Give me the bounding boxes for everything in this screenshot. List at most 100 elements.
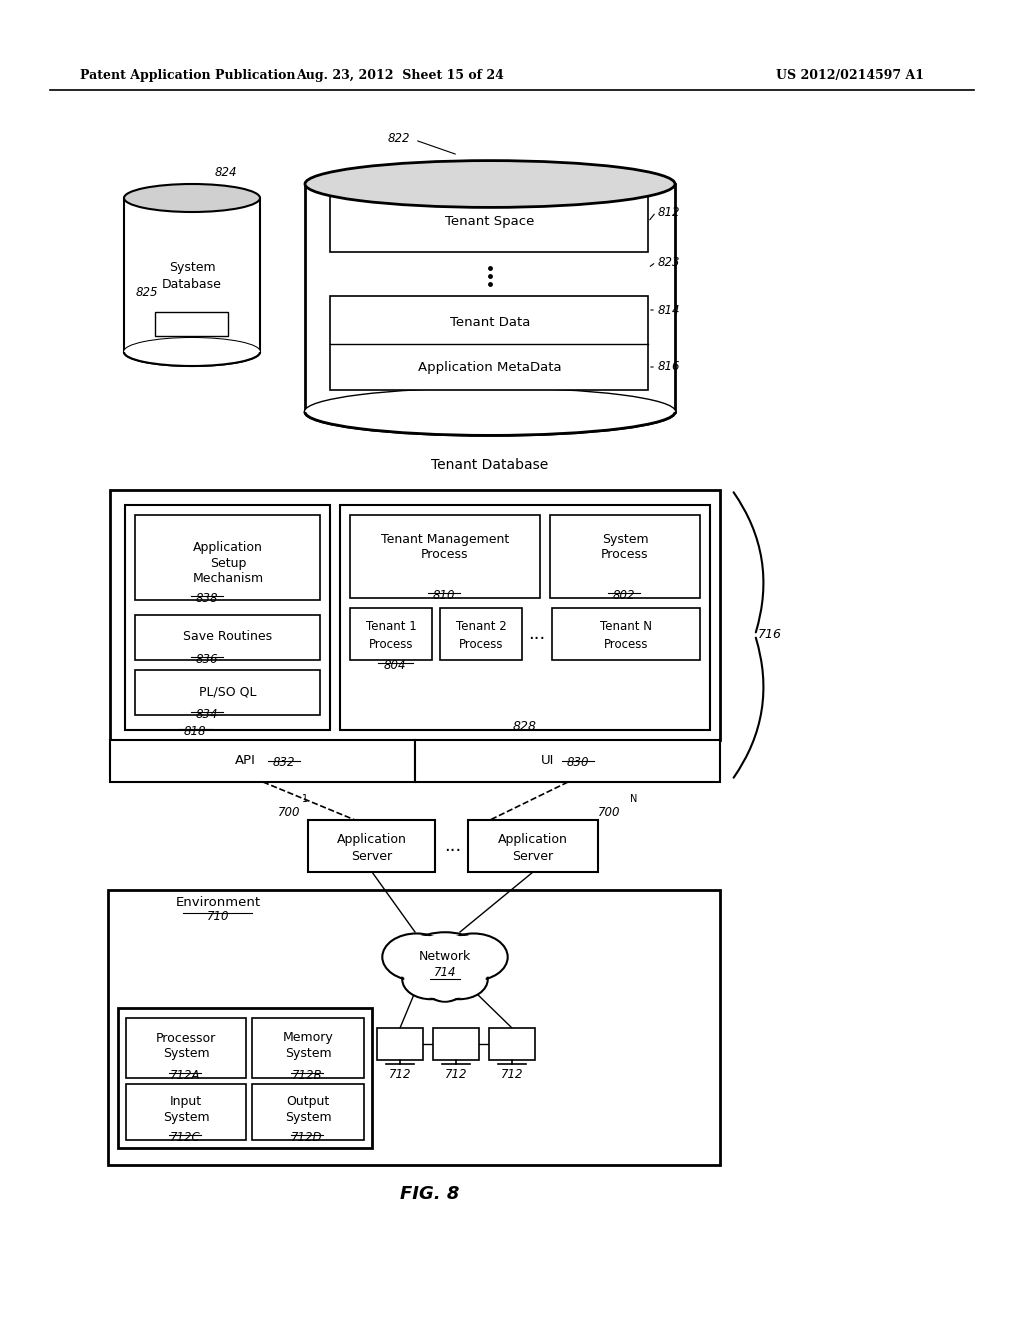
Text: System: System — [285, 1047, 332, 1060]
Text: System: System — [602, 533, 648, 546]
Bar — [340, 506, 710, 730]
Ellipse shape — [124, 338, 260, 366]
Ellipse shape — [402, 935, 487, 990]
Ellipse shape — [305, 388, 675, 436]
Bar — [440, 609, 522, 660]
Text: 823: 823 — [658, 256, 681, 268]
Text: 710: 710 — [207, 909, 229, 923]
Bar — [489, 1028, 535, 1060]
Ellipse shape — [382, 933, 451, 981]
Text: Network: Network — [419, 950, 471, 964]
Text: FIG. 8: FIG. 8 — [400, 1185, 460, 1203]
Bar — [433, 1028, 479, 1060]
Text: ...: ... — [444, 837, 462, 855]
Text: UI: UI — [542, 755, 555, 767]
Text: 714: 714 — [434, 965, 457, 978]
Text: Tenant Data: Tenant Data — [450, 315, 530, 329]
Bar — [135, 671, 319, 715]
Text: 712: 712 — [389, 1068, 412, 1081]
Text: System: System — [163, 1047, 209, 1060]
Text: Tenant Space: Tenant Space — [445, 215, 535, 228]
Bar — [135, 615, 319, 660]
Bar — [252, 1018, 364, 1078]
Text: Mechanism: Mechanism — [193, 572, 263, 585]
Text: Tenant 2: Tenant 2 — [456, 620, 507, 634]
Bar — [118, 1008, 372, 1148]
Bar — [552, 609, 700, 660]
Text: Server: Server — [512, 850, 554, 862]
Text: 830: 830 — [566, 756, 589, 770]
Bar — [350, 609, 432, 660]
Text: 1: 1 — [302, 795, 308, 804]
Bar — [377, 1028, 423, 1060]
Ellipse shape — [305, 161, 675, 207]
Text: Process: Process — [421, 549, 469, 561]
Text: 712: 712 — [501, 1068, 523, 1081]
Text: System: System — [169, 261, 215, 275]
Text: US 2012/0214597 A1: US 2012/0214597 A1 — [776, 69, 924, 82]
Text: Server: Server — [351, 850, 392, 862]
Bar — [110, 741, 415, 781]
Text: N: N — [630, 795, 637, 804]
Text: PL/SO QL: PL/SO QL — [200, 685, 257, 698]
Text: 816: 816 — [658, 360, 681, 374]
Text: 712: 712 — [444, 1068, 467, 1081]
Bar — [126, 1084, 246, 1140]
Text: 700: 700 — [278, 805, 300, 818]
Text: Application: Application — [498, 833, 568, 846]
Text: Tenant Management: Tenant Management — [381, 533, 509, 546]
Text: Output: Output — [287, 1096, 330, 1109]
Text: 838: 838 — [196, 591, 218, 605]
Text: Tenant Database: Tenant Database — [431, 458, 549, 473]
Text: Processor: Processor — [156, 1031, 216, 1044]
Bar — [550, 515, 700, 598]
Bar — [308, 820, 435, 873]
Text: Process: Process — [369, 638, 414, 651]
Ellipse shape — [441, 935, 505, 979]
Text: Application: Application — [194, 541, 263, 554]
Text: 825: 825 — [136, 286, 159, 300]
Text: Input: Input — [170, 1096, 202, 1109]
Text: 712C: 712C — [170, 1131, 201, 1144]
Text: 814: 814 — [658, 304, 681, 317]
Text: Database: Database — [162, 279, 222, 292]
Bar — [330, 296, 648, 389]
Text: ...: ... — [528, 624, 546, 643]
Text: Environment: Environment — [175, 896, 260, 909]
Polygon shape — [124, 198, 260, 352]
Text: System: System — [285, 1110, 332, 1123]
Text: 712D: 712D — [291, 1131, 323, 1144]
Bar — [252, 1084, 364, 1140]
Bar — [108, 890, 720, 1166]
Bar — [110, 490, 720, 741]
Text: 812: 812 — [658, 206, 681, 219]
Ellipse shape — [404, 961, 458, 998]
Text: 802: 802 — [612, 589, 635, 602]
Ellipse shape — [426, 970, 465, 1001]
Text: 828: 828 — [513, 719, 537, 733]
Text: System: System — [163, 1110, 209, 1123]
Text: Process: Process — [459, 638, 503, 651]
Text: 810: 810 — [433, 589, 456, 602]
Ellipse shape — [439, 933, 508, 981]
Text: API: API — [234, 755, 255, 767]
Bar — [330, 191, 648, 252]
Text: 836: 836 — [196, 653, 218, 667]
Bar — [155, 312, 228, 337]
Text: 818: 818 — [183, 725, 206, 738]
Text: 834: 834 — [196, 708, 218, 721]
Text: 824: 824 — [215, 165, 238, 178]
Polygon shape — [305, 183, 675, 412]
Ellipse shape — [385, 935, 449, 979]
Text: 832: 832 — [272, 756, 295, 770]
Text: Setup: Setup — [210, 557, 246, 569]
Bar — [135, 515, 319, 601]
Bar — [350, 515, 540, 598]
Ellipse shape — [124, 338, 260, 366]
Text: Application MetaData: Application MetaData — [418, 360, 562, 374]
Bar — [468, 820, 598, 873]
Text: 804: 804 — [384, 659, 407, 672]
Text: Aug. 23, 2012  Sheet 15 of 24: Aug. 23, 2012 Sheet 15 of 24 — [296, 69, 504, 82]
Bar — [126, 1018, 246, 1078]
Bar — [125, 506, 330, 730]
